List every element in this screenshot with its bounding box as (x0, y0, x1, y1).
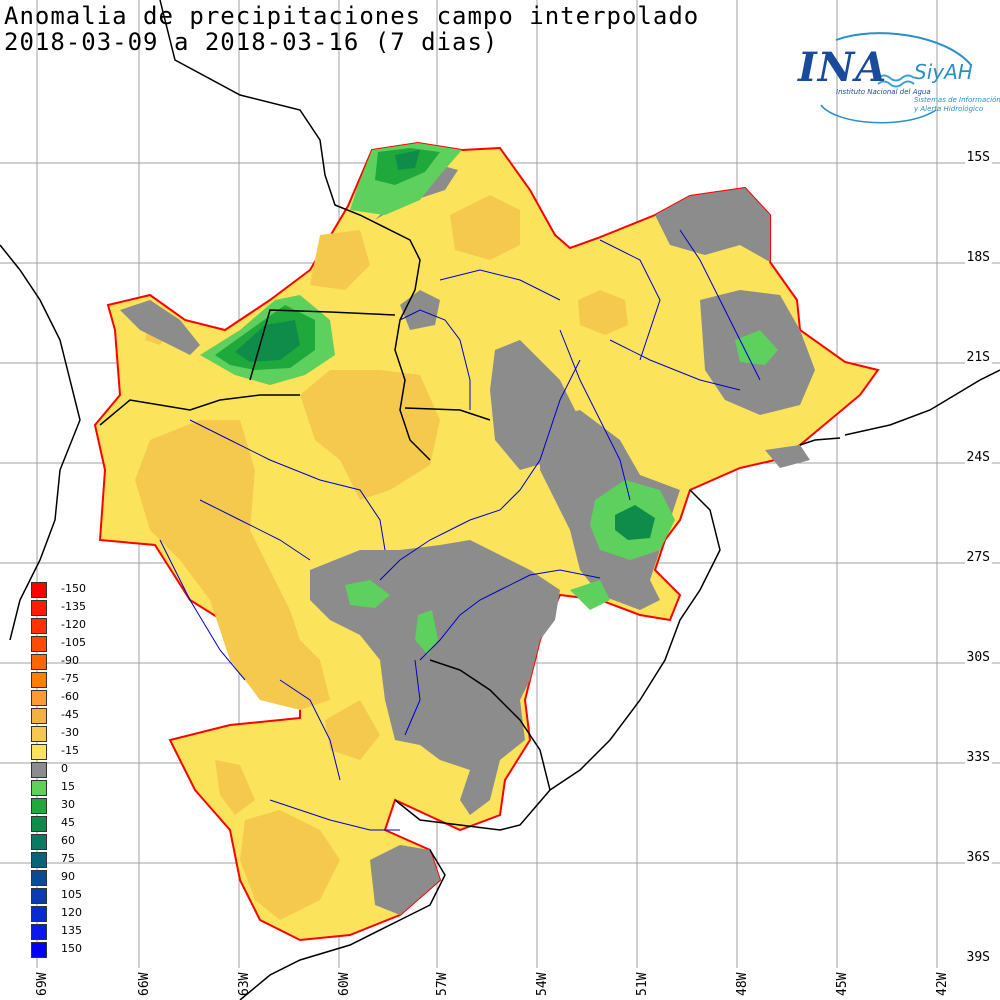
legend-label: 120 (61, 906, 82, 919)
legend-item: 15 (31, 778, 121, 796)
lon-label: 48W (735, 972, 750, 996)
anomaly-orange (135, 195, 628, 920)
legend-label: 90 (61, 870, 75, 883)
legend-label: 15 (61, 780, 75, 793)
legend-swatch (31, 708, 47, 724)
legend-swatch (31, 888, 47, 904)
lon-label: 66W (137, 972, 152, 996)
legend-item: -120 (31, 616, 121, 634)
legend-swatch (31, 924, 47, 940)
legend-item: 120 (31, 904, 121, 922)
legend-label: 30 (61, 798, 75, 811)
logo-ina-text: INA (798, 44, 888, 91)
logo-graphic (820, 32, 972, 124)
legend-swatch (31, 654, 47, 670)
legend-swatch (31, 870, 47, 886)
legend-item: 30 (31, 796, 121, 814)
legend-label: -45 (61, 708, 79, 721)
lat-label: 36S (964, 850, 992, 865)
logo-subtitle: Instituto Nacional del Agua (836, 88, 931, 96)
legend-item: -105 (31, 634, 121, 652)
anomaly-green (200, 143, 778, 655)
legend-label: -30 (61, 726, 79, 739)
lat-label: 39S (964, 950, 992, 965)
lat-label: 21S (964, 350, 992, 365)
lon-label: 69W (35, 972, 50, 996)
lat-label: 24S (964, 450, 992, 465)
lat-label: 33S (964, 750, 992, 765)
legend-swatch (31, 618, 47, 634)
legend-swatch (31, 744, 47, 760)
legend-item: 150 (31, 940, 121, 958)
legend-swatch (31, 816, 47, 832)
legend-swatch (31, 942, 47, 958)
map-subtitle-dates: 2018-03-09 a 2018-03-16 (7 dias) (4, 28, 499, 56)
legend-swatch (31, 726, 47, 742)
lon-label: 42W (935, 972, 950, 996)
lat-label: 27S (964, 550, 992, 565)
legend-label: -150 (61, 582, 86, 595)
legend-item: 60 (31, 832, 121, 850)
legend-label: -120 (61, 618, 86, 631)
legend-label: -135 (61, 600, 86, 613)
legend-item: -135 (31, 598, 121, 616)
legend-item: -60 (31, 688, 121, 706)
rivers (159, 229, 761, 831)
legend-swatch (31, 852, 47, 868)
lat-label: 15S (964, 150, 992, 165)
legend-label: -90 (61, 654, 79, 667)
legend-item: -45 (31, 706, 121, 724)
lon-label: 57W (435, 972, 450, 996)
ina-siyah-logo: INA SiyAH Instituto Nacional del Agua Si… (796, 30, 1000, 130)
legend-item: 45 (31, 814, 121, 832)
legend-item: 0 (31, 760, 121, 778)
legend-label: 150 (61, 942, 82, 955)
legend-swatch (31, 636, 47, 652)
lon-label: 54W (535, 972, 550, 996)
legend-item: 75 (31, 850, 121, 868)
lon-label: 60W (337, 972, 352, 996)
legend-swatch (31, 582, 47, 598)
legend-item: -15 (31, 742, 121, 760)
legend-label: -60 (61, 690, 79, 703)
legend-item: -90 (31, 652, 121, 670)
logo-brand-text: SiyAH (914, 60, 973, 84)
legend-swatch (31, 762, 47, 778)
legend-item: 135 (31, 922, 121, 940)
legend-label: 135 (61, 924, 82, 937)
legend-item: -75 (31, 670, 121, 688)
legend-label: 0 (61, 762, 68, 775)
legend-label: 60 (61, 834, 75, 847)
legend-item: -30 (31, 724, 121, 742)
lon-label: 45W (835, 972, 850, 996)
legend-label: -75 (61, 672, 79, 685)
lat-label: 18S (964, 250, 992, 265)
legend-swatch (31, 690, 47, 706)
legend-swatch (31, 672, 47, 688)
lon-label: 51W (635, 972, 650, 996)
legend-swatch (31, 834, 47, 850)
legend-label: -105 (61, 636, 86, 649)
legend-swatch (31, 600, 47, 616)
map-title: Anomalia de precipitaciones campo interp… (4, 2, 700, 30)
legend-item: -150 (31, 580, 121, 598)
legend-swatch (31, 798, 47, 814)
logo-tagline-1: Sistemas de Información (914, 96, 1000, 104)
legend-swatch (31, 906, 47, 922)
legend-item: 105 (31, 886, 121, 904)
logo-tagline-2: y Alerta Hidrológico (914, 105, 984, 113)
legend-label: 75 (61, 852, 75, 865)
legend-label: 45 (61, 816, 75, 829)
lon-label: 63W (237, 972, 252, 996)
legend-item: 90 (31, 868, 121, 886)
lat-label: 30S (964, 650, 992, 665)
legend-label: -15 (61, 744, 79, 757)
legend-swatch (31, 780, 47, 796)
legend-label: 105 (61, 888, 82, 901)
